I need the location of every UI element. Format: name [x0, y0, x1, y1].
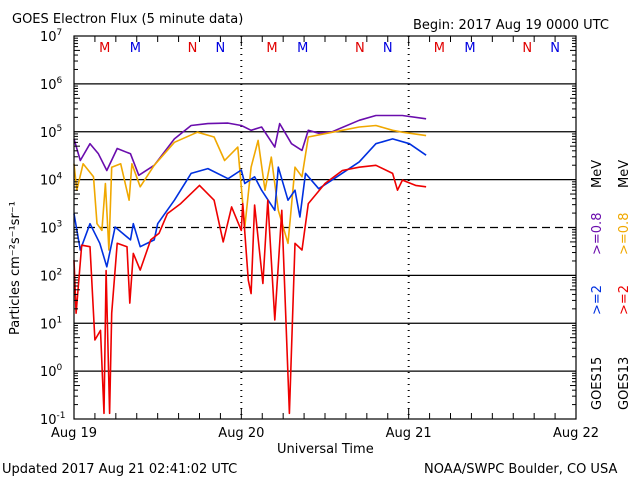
- mn-marker: N: [355, 41, 365, 56]
- y-tick-label: 104: [40, 172, 63, 189]
- x-tick-label: Aug 22: [553, 426, 599, 441]
- series-line-goes15-0-8-mev: [73, 114, 427, 177]
- mn-marker: M: [266, 41, 277, 56]
- y-tick-label: 103: [40, 220, 62, 237]
- mn-marker: N: [216, 41, 226, 56]
- grid-lines: [74, 36, 576, 419]
- y-tick-label: 100: [40, 363, 63, 380]
- legend-entry: >=2: [590, 285, 605, 315]
- x-tick-label: Aug 20: [218, 426, 264, 441]
- mn-marker: M: [434, 41, 445, 56]
- y-tick-label: 105: [40, 124, 62, 141]
- y-tick-label: 101: [40, 315, 62, 332]
- legend-satellite: GOES13: [617, 357, 632, 410]
- mn-marker: M: [130, 41, 141, 56]
- mn-marker: N: [383, 41, 393, 56]
- mn-marker: N: [550, 41, 560, 56]
- series-lines: [73, 114, 427, 415]
- x-tick-label: Aug 21: [386, 426, 432, 441]
- y-tick-label: 102: [40, 267, 62, 284]
- series-line-goes13-2-mev: [73, 164, 427, 415]
- begin-label: Begin: 2017 Aug 19 0000 UTC: [413, 18, 609, 33]
- mn-marker: M: [464, 41, 475, 56]
- mn-marker: M: [99, 41, 110, 56]
- mn-marker: N: [188, 41, 198, 56]
- y-axis-label: Particles cm⁻²s⁻¹sr⁻¹: [8, 201, 23, 335]
- legend-unit: MeV: [590, 160, 605, 188]
- updated-timestamp: Updated 2017 Aug 21 02:41:02 UTC: [2, 462, 237, 477]
- legend-column-goes13: GOES13 >=2 >=0.8 MeV: [617, 160, 632, 410]
- source-label: NOAA/SWPC Boulder, CO USA: [424, 462, 617, 477]
- legend-column-goes15: GOES15 >=2 >=0.8 MeV: [590, 160, 605, 410]
- y-tick-label: 10-1: [40, 411, 66, 428]
- mn-marker: N: [522, 41, 532, 56]
- legend-entry: >=0.8: [617, 213, 632, 255]
- series-line-goes15-2-mev: [73, 138, 427, 268]
- legend-entry: >=0.8: [590, 213, 605, 255]
- series-line-goes13-0-8-mev: [73, 124, 427, 251]
- legend-entry: >=2: [617, 285, 632, 315]
- x-tick-label: Aug 19: [51, 426, 97, 441]
- x-axis-label: Universal Time: [277, 442, 374, 457]
- y-tick-label: 107: [40, 28, 62, 45]
- legend-satellite: GOES15: [590, 357, 605, 410]
- legend: GOES15 >=2 >=0.8 MeV GOES13 >=2 >=0.8 MeV: [590, 160, 632, 410]
- y-tick-label: 106: [40, 76, 63, 93]
- legend-unit: MeV: [617, 160, 632, 188]
- mn-marker: M: [297, 41, 308, 56]
- chart-title: GOES Electron Flux (5 minute data): [12, 12, 243, 27]
